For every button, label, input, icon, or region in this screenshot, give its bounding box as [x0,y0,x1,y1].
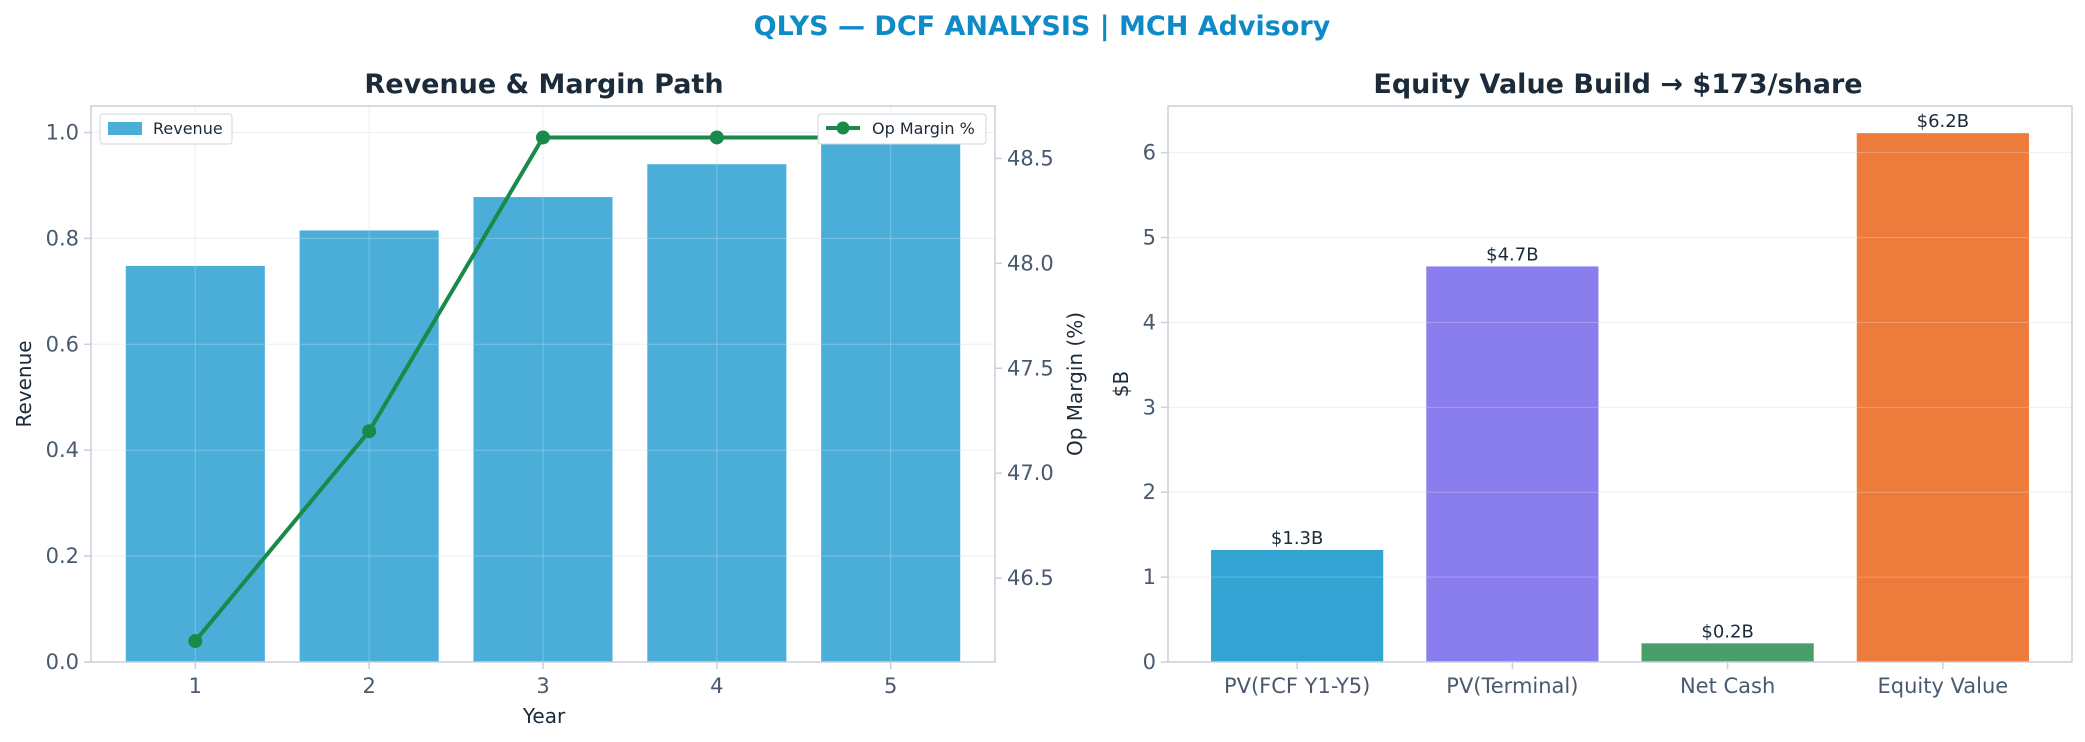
right-plot-frame [1167,105,2073,663]
left-y2-tick-label: 47.0 [1007,461,1054,485]
margin-legend-marker [836,121,850,135]
equity-bar [1211,549,1384,662]
left-x-tick-label: 2 [362,674,375,698]
revenue-margin-chart: Revenue & Margin Path 1 2 3 4 5 0.0 0.2 0.4 0.6… [12,69,1087,728]
left-x-ticks: 1 2 3 4 5 [189,662,897,698]
margin-legend-box [817,113,987,145]
equity-data-label: $4.7B [1486,244,1538,265]
equity-bar [1426,266,1599,662]
right-x-ticks: PV(FCF Y1-Y5) PV(Terminal) Net Cash Equity … [1224,662,2008,698]
revenue-legend: Revenue [99,113,233,145]
figure-title: QLYS — DCF ANALYSIS | MCH Advisory [754,11,1331,42]
revenue-legend-box [99,113,233,145]
revenue-bar [821,132,961,662]
right-y-tick-label: 3 [1143,395,1156,419]
left-y-tick-label: 0.6 [46,332,79,356]
right-x-tick-label: PV(Terminal) [1446,674,1578,698]
equity-value-chart: Equity Value Build → $173/share $1.3B $4.… [1109,69,2073,698]
margin-legend: Op Margin % [817,113,987,145]
left-y2-ticks: 46.5 47.0 47.5 48.0 48.5 [995,146,1054,590]
left-y-tick-label: 0.2 [46,544,79,568]
left-x-axis-label: Year [522,704,566,728]
right-y-tick-label: 4 [1143,310,1156,334]
left-y-tick-label: 0.4 [46,438,79,462]
right-y-tick-label: 2 [1143,480,1156,504]
right-x-tick-label: Equity Value [1877,674,2008,698]
revenue-bars [91,106,995,663]
revenue-bar [299,230,439,662]
op-margin-point [536,130,550,145]
left-x-tick-label: 5 [884,674,897,698]
equity-bar [1641,643,1814,662]
op-margin-point [709,130,724,145]
equity-bar [1856,133,2029,663]
left-y-ticks: 0.0 0.2 0.4 0.6 0.8 1.0 [46,120,91,674]
equity-data-labels: $1.3B $4.7B $0.2B $6.2B [1271,111,1969,642]
left-y-axis-label: Revenue [12,340,36,427]
right-y-tick-label: 6 [1143,141,1156,165]
equity-data-label: $1.3B [1271,528,1323,549]
equity-data-label: $0.2B [1701,621,1753,642]
equity-chart-title: Equity Value Build → $173/share [1373,69,1862,100]
right-x-tick-label: PV(FCF Y1-Y5) [1224,674,1370,698]
right-y-ticks: 0 1 2 3 4 5 6 [1143,141,1168,674]
left-x-tick-label: 1 [189,674,202,698]
left-y-tick-label: 0.0 [46,650,79,674]
left-y2-tick-label: 47.5 [1007,356,1054,380]
left-x-tick-label: 4 [710,674,723,698]
left-y-tick-label: 1.0 [46,120,79,144]
op-margin-point [362,424,377,439]
left-y2-tick-label: 48.0 [1007,251,1054,275]
revenue-bar [125,265,265,662]
right-x-tick-label: Net Cash [1680,674,1775,698]
equity-bars [1168,133,2072,663]
left-plot-frame [90,105,996,663]
revenue-legend-label: Revenue [153,119,223,138]
op-margin-point [188,634,203,649]
left-y2-tick-label: 46.5 [1007,566,1054,590]
left-x-tick-label: 3 [536,674,549,698]
right-y-axis-label: $B [1109,371,1133,397]
left-y-tick-label: 0.8 [46,226,79,250]
revenue-chart-title: Revenue & Margin Path [364,69,723,100]
revenue-legend-swatch [108,122,142,135]
equity-data-label: $6.2B [1917,111,1969,132]
right-y-tick-label: 0 [1143,650,1156,674]
revenue-bar [647,164,787,662]
right-y-tick-label: 5 [1143,226,1156,250]
revenue-bar [473,197,613,662]
margin-legend-label: Op Margin % [872,119,975,138]
right-y-tick-label: 1 [1143,565,1156,589]
left-y2-axis-label: Op Margin (%) [1063,312,1087,456]
left-y2-tick-label: 48.5 [1007,146,1054,170]
